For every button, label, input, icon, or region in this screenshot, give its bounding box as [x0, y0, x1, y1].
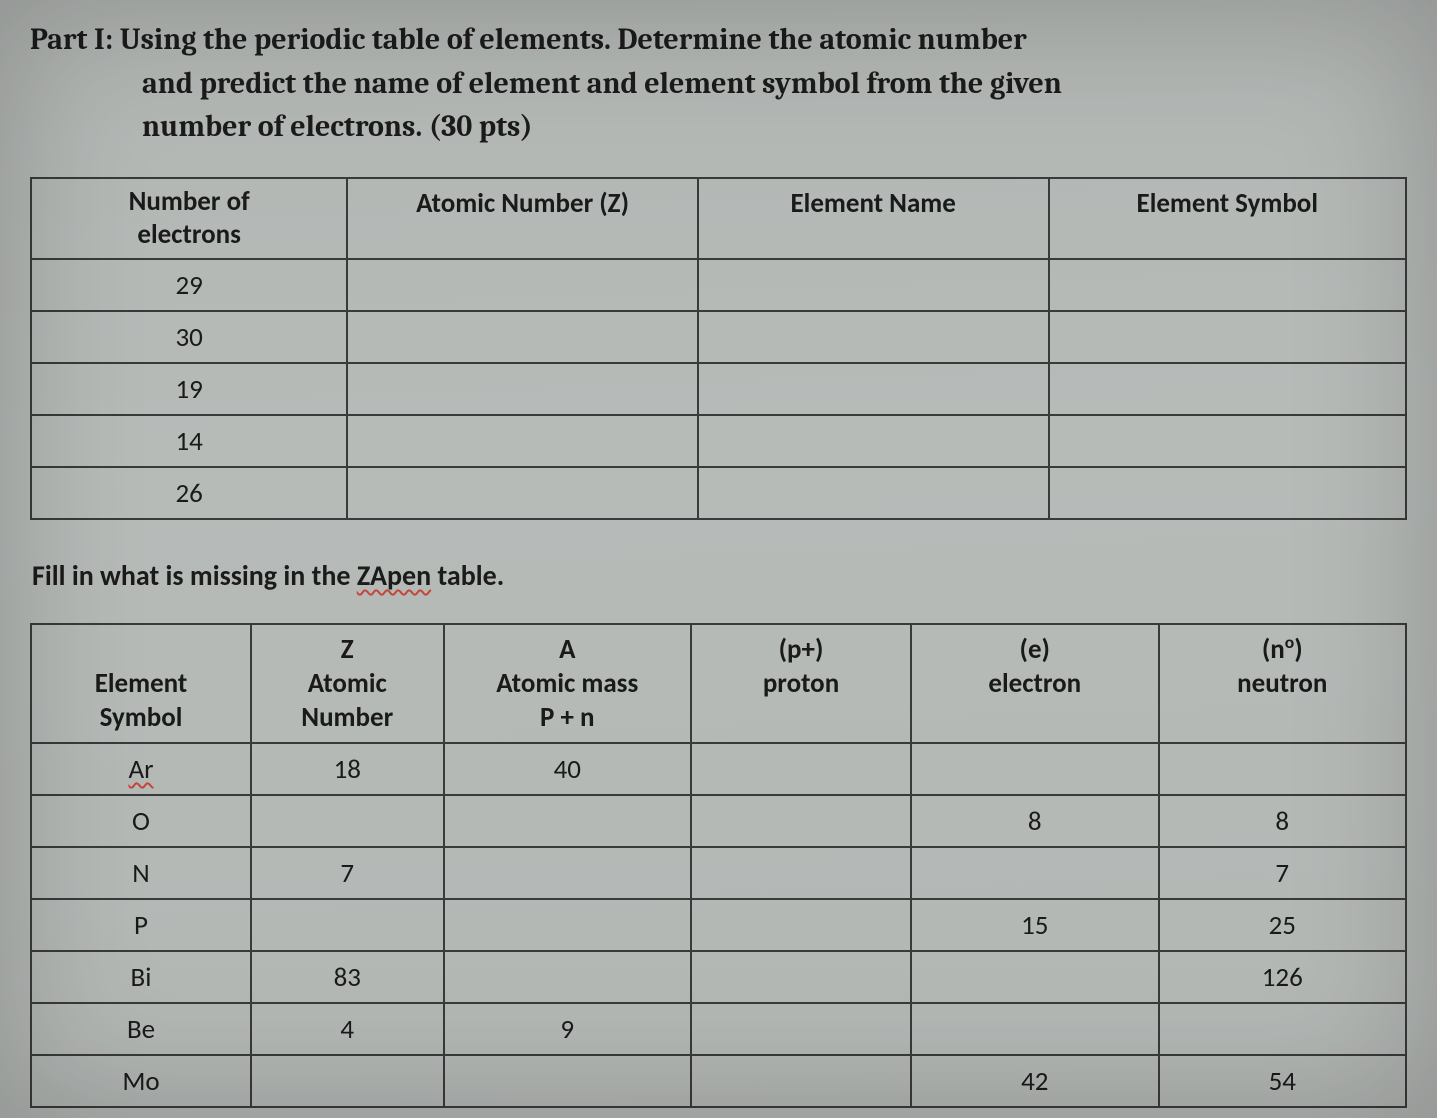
table-header-row: Element Symbol Z Atomic Number A Atomic … — [31, 624, 1406, 743]
cell-z — [251, 1055, 444, 1107]
cell-a — [444, 951, 692, 1003]
cell-symbol: Ar — [31, 743, 251, 795]
cell-p — [691, 1055, 911, 1107]
table-row: Mo 4254 — [31, 1055, 1406, 1107]
cell-z — [347, 311, 698, 363]
cell-symbol: Mo — [31, 1055, 251, 1107]
cell-symbol — [1049, 311, 1407, 363]
col-header-neutron: (no) neutron — [1159, 624, 1407, 743]
table-row: Be49 — [31, 1003, 1406, 1055]
table-row: Ar1840 — [31, 743, 1406, 795]
table-row: O 88 — [31, 795, 1406, 847]
cell-e — [911, 743, 1159, 795]
table-row: 30 — [31, 311, 1406, 363]
cell-symbol — [1049, 467, 1407, 519]
cell-n — [1159, 743, 1407, 795]
cell-a — [444, 899, 692, 951]
cell-p — [691, 795, 911, 847]
col-header-element-symbol: Element Symbol — [1049, 178, 1407, 260]
col-header-symbol: Element Symbol — [31, 624, 251, 743]
subheading: Fill in what is missing in the ZApen tab… — [32, 558, 1407, 593]
cell-symbol — [1049, 363, 1407, 415]
cell-n: 7 — [1159, 847, 1407, 899]
heading-line3: number of electrons. (30 pts) — [30, 105, 1407, 149]
cell-symbol: P — [31, 899, 251, 951]
cell-z — [347, 259, 698, 311]
col-header-atomic-number: Atomic Number (Z) — [347, 178, 698, 260]
cell-electrons: 14 — [31, 415, 347, 467]
cell-z: 4 — [251, 1003, 444, 1055]
col-header-electron: (e) electron — [911, 624, 1159, 743]
cell-symbol — [1049, 415, 1407, 467]
table-header-row: Number of electrons Atomic Number (Z) El… — [31, 178, 1406, 260]
table-row: 19 — [31, 363, 1406, 415]
cell-e: 8 — [911, 795, 1159, 847]
cell-a: 40 — [444, 743, 692, 795]
subheading-pre: Fill in what is missing in the — [32, 558, 357, 593]
cell-p — [691, 1003, 911, 1055]
col-header-electrons: Number of electrons — [31, 178, 347, 260]
cell-a — [444, 795, 692, 847]
cell-electrons: 19 — [31, 363, 347, 415]
cell-electrons: 30 — [31, 311, 347, 363]
cell-e: 15 — [911, 899, 1159, 951]
subheading-post: table. — [431, 558, 504, 593]
cell-electrons: 29 — [31, 259, 347, 311]
cell-z — [251, 795, 444, 847]
cell-e — [911, 1003, 1159, 1055]
table-row: Bi83 126 — [31, 951, 1406, 1003]
cell-z — [347, 467, 698, 519]
table-row: P 1525 — [31, 899, 1406, 951]
table-row: 14 — [31, 415, 1406, 467]
cell-p — [691, 951, 911, 1003]
cell-name — [698, 259, 1049, 311]
table-row: 26 — [31, 467, 1406, 519]
col-header-element-name: Element Name — [698, 178, 1049, 260]
part1-heading: Part I: Using the periodic table of elem… — [30, 18, 1407, 149]
cell-name — [698, 467, 1049, 519]
cell-electrons: 26 — [31, 467, 347, 519]
cell-symbol: Bi — [31, 951, 251, 1003]
cell-z: 7 — [251, 847, 444, 899]
col-header-z: Z Atomic Number — [251, 624, 444, 743]
cell-e — [911, 847, 1159, 899]
cell-n: 126 — [1159, 951, 1407, 1003]
cell-p — [691, 847, 911, 899]
cell-symbol: O — [31, 795, 251, 847]
col-header-a: A Atomic mass P + n — [444, 624, 692, 743]
cell-name — [698, 415, 1049, 467]
electrons-table: Number of electrons Atomic Number (Z) El… — [30, 177, 1407, 521]
cell-n: 25 — [1159, 899, 1407, 951]
col-header-proton: (p+) proton — [691, 624, 911, 743]
cell-n: 54 — [1159, 1055, 1407, 1107]
cell-a — [444, 847, 692, 899]
heading-line1: Part I: Using the periodic table of elem… — [30, 22, 1027, 57]
cell-z — [251, 899, 444, 951]
cell-name — [698, 311, 1049, 363]
cell-p — [691, 743, 911, 795]
cell-n: 8 — [1159, 795, 1407, 847]
heading-line2: and predict the name of element and elem… — [30, 62, 1407, 106]
cell-e: 42 — [911, 1055, 1159, 1107]
cell-name — [698, 363, 1049, 415]
cell-z: 18 — [251, 743, 444, 795]
table-row: 29 — [31, 259, 1406, 311]
cell-a — [444, 1055, 692, 1107]
zapen-table: Element Symbol Z Atomic Number A Atomic … — [30, 623, 1407, 1108]
cell-n — [1159, 1003, 1407, 1055]
subheading-wavy: ZApen — [357, 558, 431, 593]
cell-a: 9 — [444, 1003, 692, 1055]
worksheet-page: Part I: Using the periodic table of elem… — [0, 0, 1437, 1118]
cell-z — [347, 415, 698, 467]
cell-z: 83 — [251, 951, 444, 1003]
cell-symbol: N — [31, 847, 251, 899]
cell-e — [911, 951, 1159, 1003]
table-row: N77 — [31, 847, 1406, 899]
cell-p — [691, 899, 911, 951]
cell-z — [347, 363, 698, 415]
cell-symbol: Be — [31, 1003, 251, 1055]
cell-symbol — [1049, 259, 1407, 311]
